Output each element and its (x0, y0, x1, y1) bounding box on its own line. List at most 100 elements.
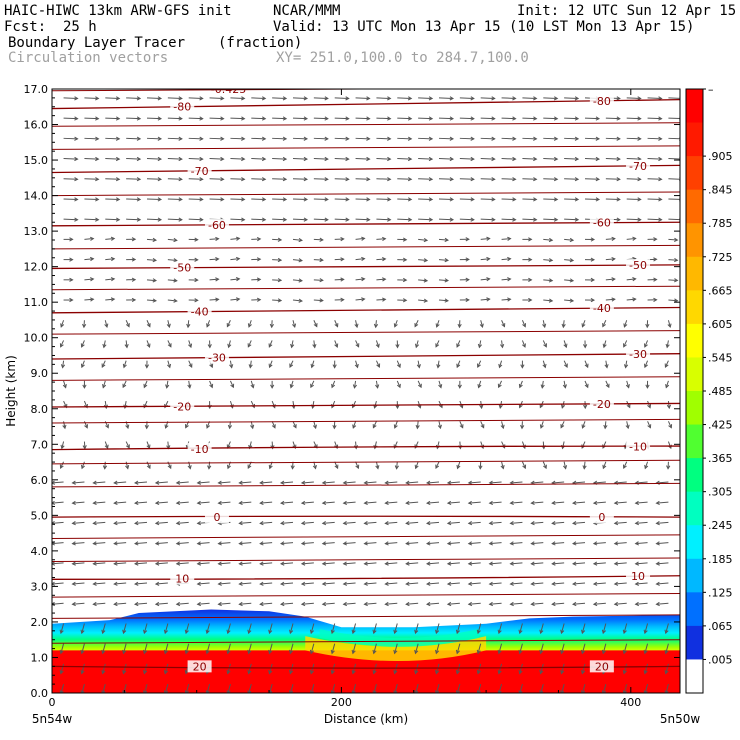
vector-head (122, 649, 127, 655)
vector-head (363, 480, 368, 485)
circulation-vector (251, 136, 267, 141)
vector-head (345, 116, 350, 121)
vector-shaft (125, 441, 130, 449)
circulation-vector (459, 217, 475, 222)
circulation-vector (101, 663, 106, 675)
circulation-vector (480, 256, 491, 262)
vector-shaft (543, 158, 558, 160)
circulation-vector (664, 643, 669, 655)
circulation-vector (488, 521, 502, 526)
vector-head (324, 116, 329, 121)
vector-head (611, 277, 616, 282)
vector-shaft (135, 582, 148, 585)
vector-head (303, 136, 309, 141)
vector-head (488, 601, 494, 607)
circulation-vector (59, 340, 65, 348)
vector-head (247, 343, 252, 348)
vector-shaft (229, 360, 233, 368)
vector-shaft (564, 158, 579, 160)
vector-shaft (272, 198, 287, 201)
circulation-vector (543, 156, 559, 162)
circulation-vector (71, 561, 85, 566)
vector-shaft (501, 461, 504, 469)
vector-shaft (438, 97, 454, 99)
circulation-vector (334, 257, 345, 262)
vector-shaft (301, 582, 314, 585)
circulation-vector (501, 297, 512, 302)
circulation-vector (188, 136, 204, 141)
vector-head (102, 465, 108, 470)
circulation-vector (563, 340, 568, 349)
circulation-vector (530, 601, 544, 607)
vector-shaft (375, 320, 377, 328)
vector-head (643, 670, 648, 675)
vector-head (435, 670, 440, 675)
vector-head (136, 156, 142, 162)
vector-shaft (218, 481, 231, 484)
circulation-vector (467, 541, 481, 546)
circulation-vector (154, 480, 168, 485)
vector-shaft (501, 421, 504, 429)
isotherm-label: -50 (173, 262, 191, 275)
vector-shaft (665, 380, 669, 388)
circulation-vector (207, 340, 212, 349)
circulation-vector (522, 297, 533, 303)
vector-shaft (364, 542, 377, 545)
vector-head (507, 277, 512, 282)
circulation-vector (105, 277, 116, 282)
circulation-vector (184, 623, 190, 635)
vector-shaft (239, 481, 252, 484)
vector-head (125, 323, 130, 328)
circulation-vector (634, 521, 648, 526)
vector-shaft (501, 258, 511, 261)
circulation-vector (188, 360, 193, 368)
vector-shaft (146, 117, 162, 120)
vector-shaft (229, 421, 231, 429)
circulation-vector (247, 643, 252, 655)
vector-head (115, 217, 121, 222)
circulation-vector (355, 197, 371, 202)
vector-head (582, 465, 587, 470)
vector-head (247, 649, 252, 655)
circulation-vector (539, 623, 544, 635)
vector-head (645, 323, 650, 329)
vector-shaft (251, 97, 266, 99)
vector-shaft (292, 421, 297, 428)
circulation-vector (355, 96, 371, 101)
vector-head (289, 363, 294, 368)
vector-shaft (418, 178, 433, 180)
vector-shaft (406, 542, 419, 545)
vector-shaft (146, 259, 157, 261)
circulation-vector (321, 601, 335, 607)
circulation-vector (230, 277, 241, 282)
circulation-vector (122, 643, 127, 655)
vector-head (467, 521, 473, 526)
circulation-vector (664, 360, 669, 368)
vector-shaft (656, 501, 669, 504)
vector-head (491, 217, 496, 222)
vector-head (426, 601, 431, 607)
vector-shaft (355, 237, 365, 240)
vector-shaft (480, 178, 495, 180)
circulation-vector (564, 217, 580, 222)
circulation-vector (102, 340, 107, 349)
vector-head (230, 383, 235, 389)
circulation-vector (332, 421, 337, 430)
circulation-vector (560, 643, 565, 655)
vector-head (261, 217, 267, 222)
circulation-vector (205, 683, 211, 693)
circulation-vector (584, 298, 596, 303)
vector-shaft (146, 279, 157, 282)
circulation-vector (581, 643, 586, 655)
vector-head (405, 601, 410, 607)
vector-head (372, 649, 377, 655)
vector-shaft (126, 117, 141, 120)
vector-head (178, 156, 183, 162)
circulation-vector (435, 320, 440, 328)
circulation-vector (605, 197, 621, 202)
circulation-vector (146, 96, 163, 101)
vector-shaft (248, 623, 252, 634)
circulation-vector (300, 521, 314, 526)
vector-shaft (456, 663, 461, 674)
circulation-vector (397, 277, 408, 283)
